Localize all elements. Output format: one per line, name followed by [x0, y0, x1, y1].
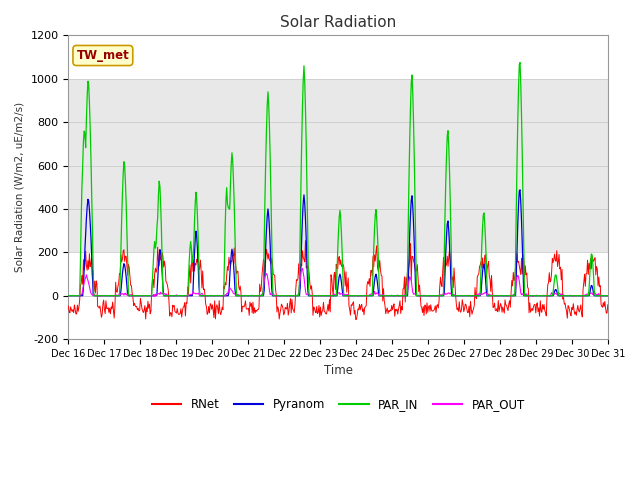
Legend: RNet, Pyranom, PAR_IN, PAR_OUT: RNet, Pyranom, PAR_IN, PAR_OUT	[147, 394, 529, 416]
Title: Solar Radiation: Solar Radiation	[280, 15, 396, 30]
Bar	[68, 79, 608, 252]
X-axis label: Time: Time	[324, 364, 353, 377]
Y-axis label: Solar Radiation (W/m2, uE/m2/s): Solar Radiation (W/m2, uE/m2/s)	[15, 102, 25, 272]
Text: TW_met: TW_met	[77, 49, 129, 62]
